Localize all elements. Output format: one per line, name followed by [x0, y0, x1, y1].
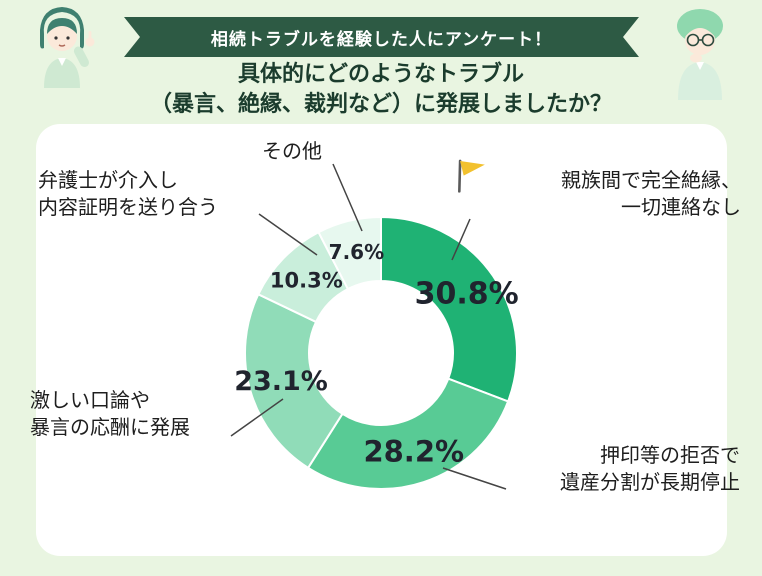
man-body [678, 62, 722, 100]
flag-pennant [460, 160, 485, 176]
woman-eye-left [54, 36, 58, 40]
callout-ouin: 押印等の拒否で 遺産分割が長期停止 [560, 442, 740, 496]
callout-lawyer-line1: 弁護士が介入し [38, 168, 178, 192]
page-title-line1: 具体的にどのようなトラブル [237, 62, 524, 87]
callout-zetsuen: 親族間で完全絶縁、 一切連絡なし [561, 167, 741, 221]
callout-kouron: 激しい口論や 暴言の応酬に発展 [30, 387, 190, 441]
man-collar [696, 62, 704, 70]
woman-collar [58, 58, 66, 66]
woman-bangs [47, 18, 77, 34]
callout-kouron-line1: 激しい口論や [30, 388, 150, 412]
man-hand-on-chin [690, 53, 702, 63]
woman-mouth [58, 44, 66, 47]
callout-lawyer-line2: 内容証明を送り合う [38, 195, 218, 219]
header-ribbon-text: 相続トラブルを経験した人にアンケート！ [210, 29, 553, 50]
woman-body [44, 58, 80, 88]
woman-pointing-finger [88, 31, 92, 40]
callout-zetsuen-line2: 一切連絡なし [621, 195, 741, 219]
callout-sonota: その他 [262, 138, 322, 165]
woman-hand [85, 37, 95, 47]
person-man-illustration [677, 9, 723, 100]
flag-icon [458, 159, 485, 193]
page-title: 具体的にどのようなトラブル （暴言、絶縁、裁判など）に発展しましたか？ [0, 60, 762, 120]
woman-eye-right [66, 36, 70, 40]
header-ribbon: 相続トラブルを経験した人にアンケート！ [124, 17, 639, 57]
flag-pole [458, 159, 462, 193]
man-bangs [684, 20, 716, 38]
woman-face [47, 21, 77, 51]
page-title-line2: （暴言、絶縁、裁判など）に発展しましたか？ [149, 92, 612, 117]
callout-lawyer: 弁護士が介入し 内容証明を送り合う [38, 167, 218, 221]
callout-zetsuen-line1: 親族間で完全絶縁、 [561, 168, 741, 192]
callout-sonota-line1: その他 [262, 139, 322, 163]
callout-kouron-line2: 暴言の応酬に発展 [30, 415, 190, 439]
callout-ouin-line2: 遺産分割が長期停止 [560, 470, 740, 494]
woman-arm [73, 46, 89, 68]
person-woman-illustration [40, 7, 95, 88]
callout-ouin-line1: 押印等の拒否で [600, 443, 740, 467]
